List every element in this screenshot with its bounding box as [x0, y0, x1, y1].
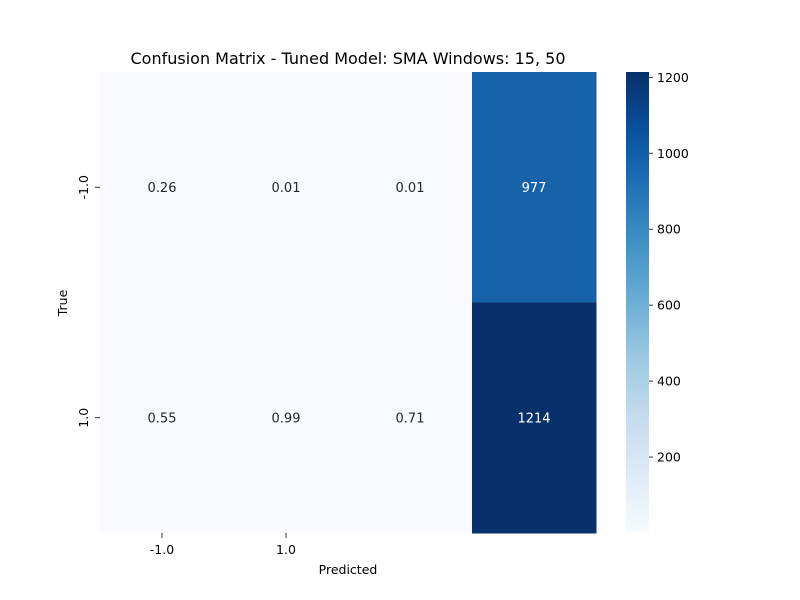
- cell-value-label: 0.71: [396, 411, 425, 426]
- y-axis-ticks: -1.0 1.0: [76, 175, 100, 428]
- cell-value-label: 977: [522, 181, 547, 196]
- heatmap-cells: 0.26 0.01 0.01 977 0.55 0.99 0.71 1214: [100, 72, 597, 534]
- cell-value-label: 0.01: [272, 181, 301, 196]
- x-axis-label: Predicted: [319, 562, 378, 577]
- heatmap-cell: [348, 72, 473, 303]
- colorbar-tick-label: 800: [657, 222, 681, 237]
- x-axis-ticks: -1.0 1.0: [150, 533, 296, 557]
- y-tick-label: -1.0: [76, 175, 91, 199]
- heatmap-cell: [100, 302, 225, 534]
- heatmap-cell: [100, 72, 225, 303]
- y-tick-label: 1.0: [76, 408, 91, 428]
- heatmap-cell: [224, 72, 349, 303]
- chart-title: Confusion Matrix - Tuned Model: SMA Wind…: [131, 49, 566, 68]
- cell-value-label: 0.01: [396, 181, 425, 196]
- colorbar-ticks: 200 400 600 800 1000 1200: [649, 70, 689, 465]
- colorbar-tick-label: 200: [657, 450, 681, 465]
- x-tick-label: -1.0: [150, 542, 174, 557]
- colorbar: [626, 72, 649, 533]
- colorbar-tick-label: 1200: [657, 70, 689, 85]
- cell-value-label: 1214: [517, 411, 550, 426]
- heatmap-cell: [224, 302, 349, 534]
- heatmap-cell: [348, 302, 473, 534]
- cell-value-label: 0.26: [148, 181, 177, 196]
- colorbar-tick-label: 1000: [657, 146, 689, 161]
- heatmap-cell: [472, 302, 597, 534]
- colorbar-tick-label: 600: [657, 298, 681, 313]
- cell-value-label: 0.55: [148, 411, 177, 426]
- colorbar-tick-label: 400: [657, 374, 681, 389]
- cell-value-label: 0.99: [272, 411, 301, 426]
- y-axis-label: True: [55, 289, 70, 317]
- x-tick-label: 1.0: [276, 542, 296, 557]
- heatmap-cell: [472, 72, 597, 303]
